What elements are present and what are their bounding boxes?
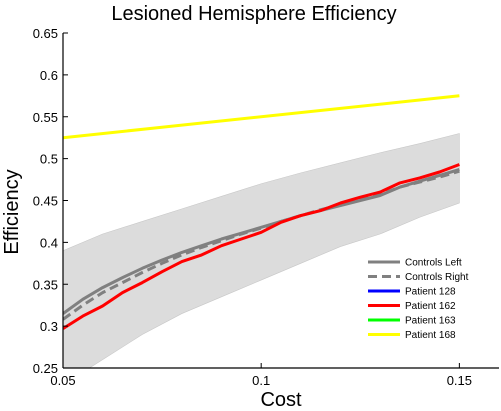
legend-label-0: Controls Left: [405, 258, 462, 269]
series-line-5: [63, 94, 460, 140]
y-tick-label: 0.5: [40, 152, 58, 167]
tick-labels: 0.25 0.3 0.35 0.4 0.45 0.5 0.55 0.6 0.65 0.05 0.1 0…: [33, 26, 472, 388]
y-tick-label: 0.45: [33, 194, 58, 209]
y-tick-label: 0.3: [40, 319, 58, 334]
x-axis-label: Cost: [260, 389, 302, 411]
legend: Controls Left Controls Right Patient 128 Pa…: [368, 258, 469, 341]
series-layer: [63, 94, 460, 330]
y-tick-label: 0.6: [40, 68, 58, 83]
legend-label-1: Controls Right: [405, 272, 469, 283]
y-tick-label: 0.35: [33, 277, 58, 292]
series-line-3: [63, 163, 460, 330]
y-tick-label: 0.4: [40, 235, 58, 250]
y-tick-label: 0.25: [33, 361, 58, 376]
chart-title: Lesioned Hemisphere Efficiency: [111, 3, 396, 25]
series-line-1: [63, 169, 460, 321]
y-tick-label: 0.65: [33, 26, 58, 41]
x-tick-label: 0.05: [50, 373, 75, 388]
legend-label-3: Patient 162: [405, 301, 456, 312]
axes: [62, 32, 499, 369]
legend-label-4: Patient 163: [405, 316, 456, 327]
control-range-band: [63, 133, 460, 368]
legend-label-5: Patient 168: [405, 330, 456, 341]
x-tick-label: 0.1: [252, 373, 270, 388]
control-band-area: [63, 133, 460, 368]
y-axis-label: Efficiency: [1, 169, 23, 254]
legend-label-2: Patient 128: [405, 287, 456, 298]
y-tick-label: 0.55: [33, 110, 58, 125]
x-tick-label: 0.15: [447, 373, 472, 388]
